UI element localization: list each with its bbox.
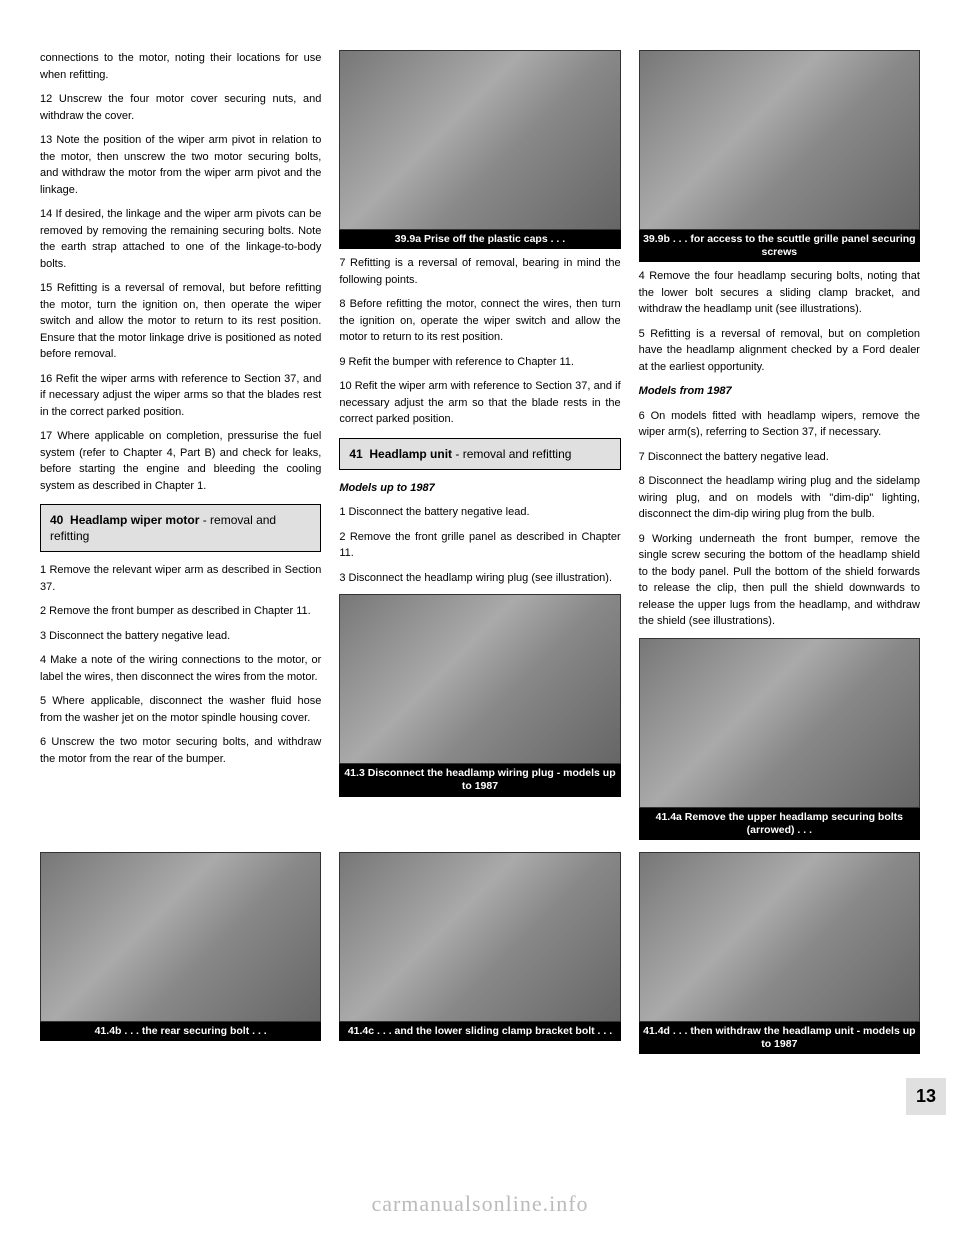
photo-placeholder (339, 852, 620, 1022)
body-text: 17 Where applicable on completion, press… (40, 428, 321, 494)
figure-41-4b: 41.4b . . . the rear securing bolt . . . (40, 852, 321, 1054)
watermark: carmanualsonline.info (0, 1191, 960, 1217)
main-columns: connections to the motor, noting their l… (40, 50, 920, 846)
figure-41-4c: 41.4c . . . and the lower sliding clamp … (339, 852, 620, 1054)
body-text: 13 Note the position of the wiper arm pi… (40, 132, 321, 198)
figure-39-9b: 39.9b . . . for access to the scuttle gr… (639, 50, 920, 262)
body-text: 6 Unscrew the two motor securing bolts, … (40, 734, 321, 767)
column-3: 39.9b . . . for access to the scuttle gr… (639, 50, 920, 846)
photo-placeholder (639, 50, 920, 230)
section-title: Headlamp wiper motor (70, 513, 199, 527)
section-number: 40 (50, 513, 63, 527)
body-text: 14 If desired, the linkage and the wiper… (40, 206, 321, 272)
figure-caption: 41.4a Remove the upper headlamp securing… (639, 808, 920, 840)
figure-caption: 41.3 Disconnect the headlamp wiring plug… (339, 764, 620, 796)
figure-caption: 39.9b . . . for access to the scuttle gr… (639, 230, 920, 262)
body-text: 1 Disconnect the battery negative lead. (339, 504, 620, 521)
bottom-figure-row: 41.4b . . . the rear securing bolt . . .… (40, 852, 920, 1060)
column-1: connections to the motor, noting their l… (40, 50, 321, 846)
section-suffix: - removal and refitting (452, 447, 571, 461)
photo-placeholder (639, 638, 920, 808)
subheading: Models from 1987 (639, 383, 920, 400)
body-text: 9 Refit the bumper with reference to Cha… (339, 354, 620, 371)
photo-placeholder (339, 50, 620, 230)
body-text: connections to the motor, noting their l… (40, 50, 321, 83)
body-text: 3 Disconnect the headlamp wiring plug (s… (339, 570, 620, 587)
section-number: 41 (349, 447, 362, 461)
body-text: 16 Refit the wiper arms with reference t… (40, 371, 321, 421)
photo-placeholder (639, 852, 920, 1022)
body-text: 8 Disconnect the headlamp wiring plug an… (639, 473, 920, 523)
figure-caption: 41.4c . . . and the lower sliding clamp … (339, 1022, 620, 1041)
photo-placeholder (339, 594, 620, 764)
body-text: 8 Before refitting the motor, connect th… (339, 296, 620, 346)
manual-page: connections to the motor, noting their l… (0, 0, 960, 1235)
section-title: Headlamp unit (369, 447, 452, 461)
body-text: 2 Remove the front bumper as described i… (40, 603, 321, 620)
body-text: 2 Remove the front grille panel as descr… (339, 529, 620, 562)
photo-placeholder (40, 852, 321, 1022)
figure-caption: 41.4d . . . then withdraw the headlamp u… (639, 1022, 920, 1054)
column-2: 39.9a Prise off the plastic caps . . . 7… (339, 50, 620, 846)
body-text: 10 Refit the wiper arm with reference to… (339, 378, 620, 428)
chapter-tab: 13 (906, 1078, 946, 1115)
body-text: 3 Disconnect the battery negative lead. (40, 628, 321, 645)
body-text: 12 Unscrew the four motor cover securing… (40, 91, 321, 124)
figure-41-3: 41.3 Disconnect the headlamp wiring plug… (339, 594, 620, 796)
figure-39-9a: 39.9a Prise off the plastic caps . . . (339, 50, 620, 249)
figure-caption: 41.4b . . . the rear securing bolt . . . (40, 1022, 321, 1041)
body-text: 4 Make a note of the wiring connections … (40, 652, 321, 685)
section-heading-41: 41 Headlamp unit - removal and refitting (339, 438, 620, 470)
subheading: Models up to 1987 (339, 480, 620, 497)
body-text: 5 Where applicable, disconnect the washe… (40, 693, 321, 726)
figure-caption: 39.9a Prise off the plastic caps . . . (339, 230, 620, 249)
body-text: 15 Refitting is a reversal of removal, b… (40, 280, 321, 363)
body-text: 4 Remove the four headlamp securing bolt… (639, 268, 920, 318)
body-text: 5 Refitting is a reversal of removal, bu… (639, 326, 920, 376)
body-text: 7 Disconnect the battery negative lead. (639, 449, 920, 466)
body-text: 6 On models fitted with headlamp wipers,… (639, 408, 920, 441)
figure-41-4d: 41.4d . . . then withdraw the headlamp u… (639, 852, 920, 1054)
figure-41-4a: 41.4a Remove the upper headlamp securing… (639, 638, 920, 840)
section-heading-40: 40 Headlamp wiper motor - removal and re… (40, 504, 321, 552)
body-text: 1 Remove the relevant wiper arm as descr… (40, 562, 321, 595)
body-text: 9 Working underneath the front bumper, r… (639, 531, 920, 630)
body-text: 7 Refitting is a reversal of removal, be… (339, 255, 620, 288)
